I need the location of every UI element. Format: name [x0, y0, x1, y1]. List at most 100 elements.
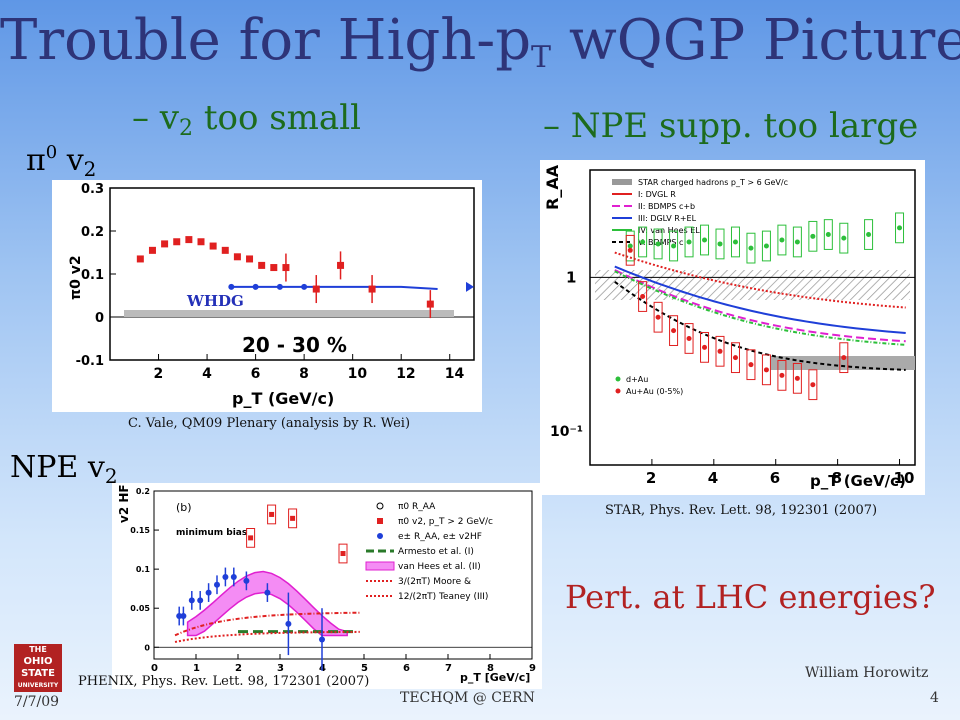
- dau-syst-box: [864, 219, 874, 250]
- auau-syst-box: [777, 359, 787, 391]
- dau-point: [702, 237, 708, 243]
- phenix-pi0-box: [288, 508, 298, 529]
- phenix-legend-marker: [376, 502, 384, 510]
- auau-point: [732, 355, 738, 361]
- pi0-xtick-label: 10: [348, 366, 368, 382]
- star-legend2-entry: d+Au: [626, 375, 648, 384]
- pi0-point: [337, 261, 345, 269]
- footer-center: TECHQM @ CERN: [400, 690, 535, 706]
- phenix-legend-entry: π0 v2, p_T > 2 GeV/c: [398, 517, 493, 527]
- phenix-legend-entry: π0 R_AA: [398, 502, 436, 512]
- dau-point: [841, 235, 847, 241]
- star-legend2-entry: Au+Au (0-5%): [626, 387, 683, 396]
- pi0-point: [258, 261, 266, 269]
- pi0-point: [282, 264, 290, 272]
- university-logo: THE OHIO STATE UNIVERSITY: [14, 644, 62, 692]
- pi0-xtick-label: 14: [445, 366, 465, 382]
- auau-point: [794, 375, 800, 381]
- dau-syst-box: [653, 228, 663, 260]
- phenix-e-point: [222, 573, 229, 580]
- phenix-ytick-label: 0.05: [130, 604, 150, 613]
- star-raa-chart: R_AA p_T (GeV/c) STAR charged hadrons p_…: [540, 160, 925, 495]
- dau-syst-box: [823, 219, 833, 250]
- phenix-e-point: [319, 636, 325, 643]
- phenix-legend-marker: [377, 533, 383, 539]
- star-theory-curve: [614, 265, 906, 334]
- star-legend2-marker: [615, 388, 621, 394]
- dau-point: [655, 241, 661, 247]
- pi0-point: [246, 255, 254, 263]
- phenix-legend-entry: Armesto et al. (I): [398, 547, 474, 557]
- star-plot-frame: [589, 169, 916, 466]
- auau-syst-box: [839, 342, 849, 374]
- pi0-xtick-label: 8: [299, 366, 309, 382]
- whdg-point: [228, 283, 235, 290]
- pi0-point: [161, 240, 169, 248]
- auau-point: [779, 372, 785, 378]
- pi0-point: [312, 285, 320, 293]
- dau-syst-box: [684, 226, 694, 258]
- auau-syst-box: [715, 335, 725, 367]
- phenix-e-point: [285, 620, 292, 627]
- footer-page: 4: [930, 690, 939, 706]
- phenix-legend-marker: [377, 518, 383, 524]
- star-xtick-label: 8: [832, 469, 842, 487]
- phenix-xtick-label: 0: [151, 663, 158, 674]
- star-theory-curve: [614, 281, 906, 371]
- pi0-point: [197, 238, 205, 246]
- dau-syst-box: [700, 224, 710, 256]
- dau-syst-box: [715, 228, 725, 260]
- dau-syst-box: [792, 226, 802, 258]
- phenix-e-point: [188, 597, 195, 604]
- pi0-point: [221, 246, 229, 254]
- star-xtick-label: 4: [708, 469, 718, 487]
- phenix-e-point: [243, 577, 250, 584]
- star-legend2-marker: [615, 376, 621, 382]
- phenix-e-point: [230, 573, 237, 580]
- star-legend-entry: V: BDMPS c: [638, 238, 683, 247]
- star-xtick-label: 6: [770, 469, 780, 487]
- phenix-pi0-box: [338, 543, 348, 564]
- auau-syst-box: [700, 331, 710, 363]
- whdg-point: [276, 283, 283, 290]
- pi0-annotation: 20 - 30 %: [242, 333, 347, 357]
- phenix-xtick-label: 1: [193, 663, 200, 674]
- footer-author: William Horowitz: [805, 665, 929, 681]
- auau-syst-box: [625, 234, 635, 266]
- star-legend-entry: II: BDMPS c+b: [638, 202, 695, 211]
- dau-point: [627, 243, 633, 249]
- footer-date: 7/7/09: [14, 694, 60, 710]
- citation-vale: C. Vale, QM09 Plenary (analysis by R. We…: [128, 416, 411, 431]
- dau-syst-box: [746, 232, 756, 264]
- whdg-point: [301, 283, 308, 290]
- phenix-pi0-point: [269, 511, 275, 517]
- auau-syst-box: [653, 301, 663, 333]
- auau-syst-box: [730, 342, 740, 374]
- pi0-point: [270, 264, 278, 272]
- auau-point: [763, 367, 769, 373]
- phenix-pi0-box: [246, 528, 256, 548]
- npe-v2-label: NPE v2: [10, 450, 118, 488]
- auau-syst-box: [669, 315, 679, 346]
- pi0-point: [209, 242, 217, 250]
- pi0-v2-chart: 20 - 30 % WHDG π0 v2 p_T (GeV/c) 2 4 6 8 10 1…: [52, 180, 482, 412]
- dau-syst-box: [895, 212, 905, 244]
- dau-point: [671, 243, 677, 249]
- phenix-xtick-label: 9: [529, 663, 536, 674]
- pi0-ytick-label: 0: [95, 311, 104, 326]
- pi0-v2-label: π0 v2: [26, 142, 97, 181]
- auau-point: [717, 348, 723, 354]
- phenix-pi0-point: [290, 515, 296, 521]
- dau-point: [794, 239, 800, 245]
- star-xtick-label: 2: [646, 469, 656, 487]
- star-ylabel: R_AA: [543, 164, 562, 210]
- phenix-xtick-label: 5: [361, 663, 368, 674]
- auau-point: [671, 328, 677, 334]
- dau-syst-box: [638, 226, 648, 258]
- dau-syst-box: [777, 224, 787, 256]
- pi0-point: [148, 246, 156, 254]
- dau-syst-box: [761, 230, 771, 262]
- phenix-legend-entry: 12/(2πT) Teaney (III): [398, 592, 488, 602]
- star-gray-band: [770, 356, 915, 370]
- phenix-ylabel: v2 HF: [117, 484, 131, 523]
